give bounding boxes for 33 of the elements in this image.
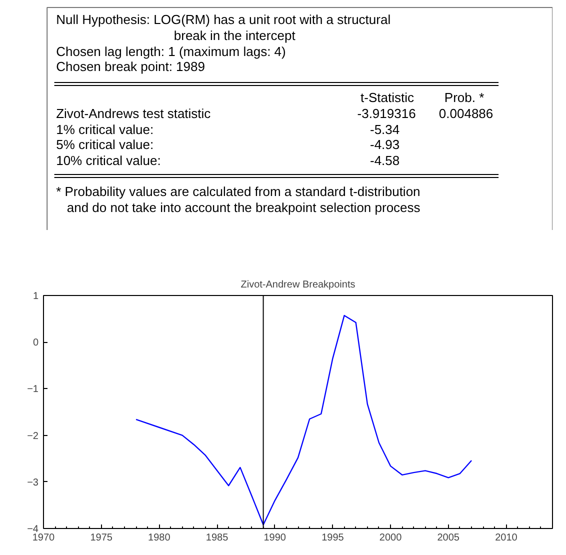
y-tick-label: −1 (27, 384, 39, 396)
y-tick-label: −2 (27, 430, 39, 442)
x-tick-label: 1985 (206, 532, 229, 544)
y-tick-label: −4 (27, 524, 39, 535)
x-tick-label: 1975 (90, 532, 113, 544)
text: Zivot-Andrews test statistic (56, 106, 212, 121)
x-tick-label: 1995 (322, 532, 344, 544)
text: Null Hypothesis: LOG(RM) has a unit root with a structural (56, 12, 391, 27)
text: * Probability values are calculated from a standard t-distribution (56, 184, 420, 199)
text: Prob. * (444, 90, 484, 105)
x-tick-label: 1990 (264, 532, 286, 544)
text: 1% critical value: (56, 122, 154, 137)
y-tick-label: 0 (32, 338, 39, 349)
x-tick-label: 2005 (437, 532, 460, 544)
text: 10% critical value: (56, 153, 161, 168)
text: and do not take into account the breakpoint selection process (66, 200, 421, 215)
text: 0.004886 (438, 106, 494, 121)
text: -4.93 (370, 137, 400, 152)
text: -3.919316 (357, 106, 416, 121)
chart-title: Zivot-Andrew Breakpoints (240, 280, 356, 290)
text: -5.34 (370, 122, 400, 137)
y-tick-label: −3 (27, 477, 39, 488)
x-tick-label: 2010 (495, 532, 518, 544)
x-tick-label: 1980 (148, 532, 171, 544)
text: -4.58 (370, 153, 400, 168)
x-tick-label: 2000 (379, 532, 402, 544)
x-tick-label: 1970 (32, 532, 56, 544)
text: Chosen break point: 1989 (56, 59, 205, 74)
text: t-Statistic (360, 90, 415, 105)
text: 5% critical value: (56, 137, 154, 152)
text: break in the intercept (174, 28, 296, 43)
y-tick-label: 1 (32, 291, 39, 302)
text: Chosen lag length: 1 (maximum lags: 4) (56, 44, 286, 59)
